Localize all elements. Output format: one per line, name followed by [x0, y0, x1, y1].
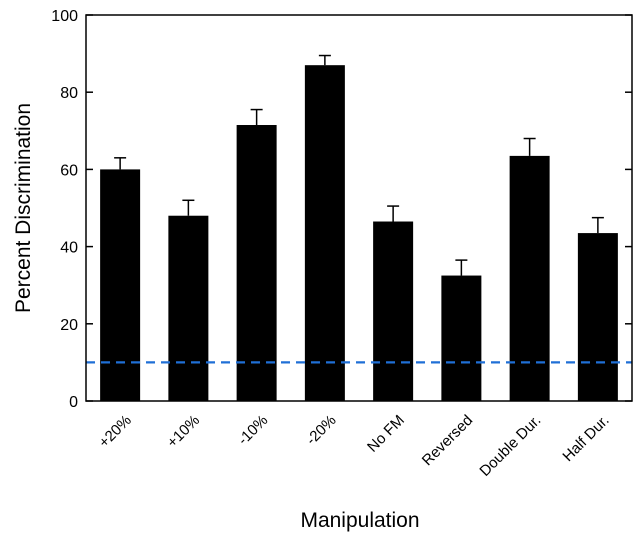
bar	[168, 215, 209, 401]
bar	[441, 275, 482, 401]
bar	[100, 169, 141, 401]
y-tick-label: 0	[69, 394, 78, 411]
x-tick-label: No FM	[364, 412, 408, 456]
bar	[509, 155, 550, 401]
bar	[304, 65, 345, 402]
error-bars-layer	[114, 54, 604, 276]
x-tick-label: Double Dur.	[476, 412, 544, 480]
x-tick-label: -20%	[303, 412, 340, 449]
bar	[373, 221, 414, 401]
x-tick-label: +20%	[95, 412, 134, 451]
x-tick-label: +10%	[164, 412, 203, 451]
y-tick-label: 100	[51, 8, 78, 25]
bar	[577, 233, 618, 401]
plot-frame	[85, 14, 633, 402]
x-tick-label: -10%	[235, 412, 272, 449]
y-tick-label: 20	[60, 317, 78, 334]
x-tick-label: Reversed	[419, 412, 476, 469]
y-tick-label: 60	[60, 162, 78, 179]
x-axis-tick-labels: +20% +10% -10% -20% No FM Reversed Double Dur.…	[95, 395, 613, 480]
y-tick-label: 40	[60, 240, 78, 257]
y-axis-ticks: 0 20 40 60 80 100	[51, 8, 632, 411]
y-axis-title: Percent Discrimination	[12, 103, 35, 313]
x-tick-label: Half Dur.	[559, 412, 612, 465]
bar	[236, 125, 277, 401]
y-tick-label: 80	[60, 85, 78, 102]
bars-layer	[100, 65, 618, 402]
x-axis-title: Manipulation	[300, 509, 419, 532]
